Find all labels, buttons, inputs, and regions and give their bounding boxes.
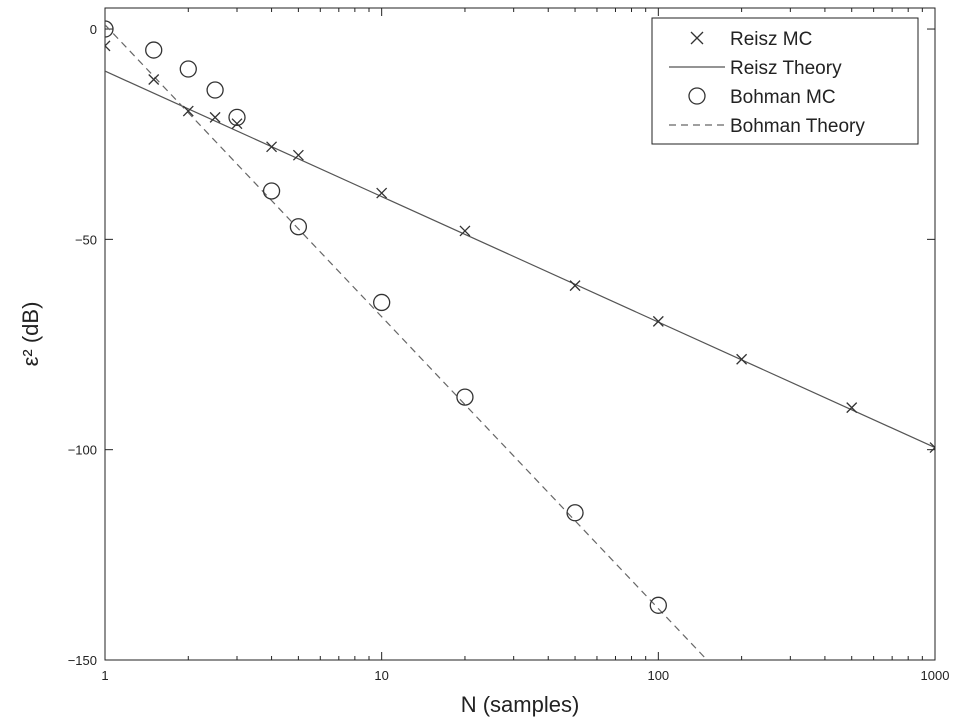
circle-marker-point [688,87,706,105]
axis-ticks: 1 10 100 1000 0 −50 −100 −150 [68,8,950,683]
x-marker-point [569,280,581,292]
circle-marker-point [179,60,197,78]
circle-marker-point [228,108,246,127]
series-layer [105,20,935,660]
circle-marker-point [456,388,474,406]
circle-marker-point [206,81,224,99]
series-reisz-mc [105,40,935,454]
y-axis-label: ε² (dB) [18,302,43,367]
circle-marker-point [289,218,308,236]
circle-marker-point [262,182,281,200]
legend-label: Bohman Theory [730,116,865,137]
legend-label: Reisz Theory [730,58,842,79]
x-marker-point [376,187,388,199]
series-line [105,70,935,449]
legend-item: Bohman MC [688,87,836,108]
x-axis-label: N (samples) [461,692,580,717]
x-marker-point [266,141,278,153]
circle-marker-point [105,20,114,38]
x-tick-label: 10 [374,668,388,683]
x-marker-point [182,105,194,117]
legend-item: Reisz MC [690,29,812,50]
x-marker-point [292,149,304,161]
x-marker-point [736,353,748,365]
circle-marker-point [649,596,667,614]
circle-marker-point [145,41,163,59]
x-tick-label: 1 [101,668,108,683]
legend: Reisz MC Reisz Theory Bohman MC Bohman Theo… [651,17,919,145]
y-tick-label: −150 [68,653,97,668]
x-marker-point [690,31,704,45]
x-marker-point [209,111,221,123]
series-bohman-theory [105,24,708,660]
x-tick-label: 100 [647,668,669,683]
circle-marker-point [373,293,391,312]
y-tick-label: −50 [75,232,97,247]
x-marker-point [231,118,243,130]
series-bohman-mc [105,20,667,614]
x-marker-point [652,315,664,327]
series-line [105,24,708,660]
legend-label: Reisz MC [730,29,812,50]
y-tick-label: −100 [68,443,97,458]
y-tick-label: 0 [90,22,97,37]
x-marker-point [846,402,858,414]
legend-item: Bohman Theory [669,116,865,137]
x-tick-label: 1000 [921,668,950,683]
series-reisz-theory [105,70,935,449]
legend-label: Bohman MC [730,87,836,108]
circle-marker-point [566,504,584,522]
plot-area [104,7,936,661]
x-marker-point [929,442,935,454]
x-marker-point [459,225,471,237]
legend-item: Reisz Theory [669,58,842,79]
x-marker-point [105,40,111,52]
x-marker-point [148,74,160,85]
